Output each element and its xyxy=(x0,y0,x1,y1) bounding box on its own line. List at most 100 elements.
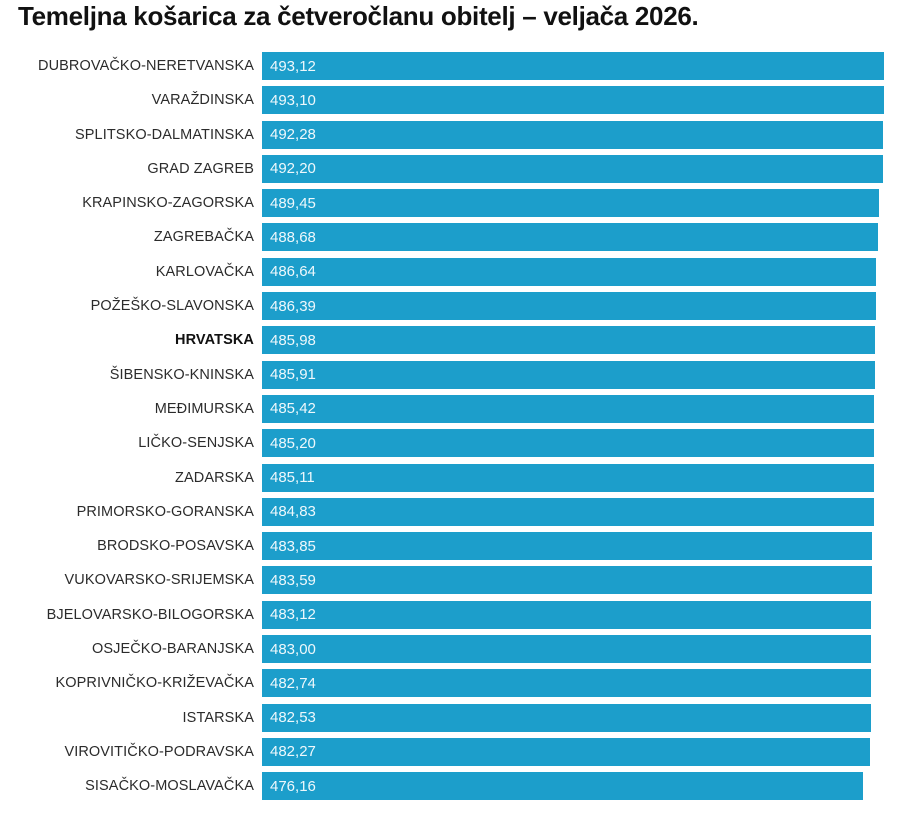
bar: 483,12 xyxy=(262,600,872,629)
bar: 486,39 xyxy=(262,292,876,321)
chart-row: ZAGREBAČKA 488,68 xyxy=(0,223,884,252)
value-label: 483,85 xyxy=(270,537,316,555)
category-label: BJELOVARSKO-BILOGORSKA xyxy=(46,606,254,623)
category-label: DUBROVAČKO-NERETVANSKA xyxy=(38,58,254,74)
chart-row: SISAČKO-MOSLAVAČKA 476,16 xyxy=(0,772,884,801)
bar: 484,83 xyxy=(262,497,874,526)
bar-track: 485,20 xyxy=(262,429,884,458)
bar: 493,12 xyxy=(262,52,884,80)
chart-row: PRIMORSKO-GORANSKA 484,83 xyxy=(0,497,884,526)
bar-track: 482,27 xyxy=(262,737,884,766)
chart-row: ŠIBENSKO-KNINSKA 485,91 xyxy=(0,360,884,389)
category-label: ZAGREBAČKA xyxy=(153,229,254,246)
value-label: 486,64 xyxy=(270,263,316,281)
chart-row: ISTARSKA 482,53 xyxy=(0,703,884,732)
bar: 485,91 xyxy=(262,360,875,389)
category-label: KRAPINSKO-ZAGORSKA xyxy=(82,195,254,212)
value-label: 489,45 xyxy=(270,194,316,212)
value-label: 488,68 xyxy=(270,228,316,246)
bar-track: 489,45 xyxy=(262,189,884,218)
value-label: 485,42 xyxy=(270,400,316,418)
category-label: GRAD ZAGREB xyxy=(147,160,254,177)
chart-row: VIROVITIČKO-PODRAVSKA 482,27 xyxy=(0,737,884,766)
chart-row: VARAŽDINSKA 493,10 xyxy=(0,86,884,115)
value-label: 493,12 xyxy=(270,57,316,75)
value-label: 485,20 xyxy=(270,434,316,452)
bar: 485,11 xyxy=(262,463,874,492)
bar: 482,53 xyxy=(262,703,871,732)
bar-track: 492,20 xyxy=(262,154,884,183)
value-label: 483,00 xyxy=(270,640,316,658)
value-label: 492,20 xyxy=(270,160,316,178)
bar-track: 483,59 xyxy=(262,566,884,595)
category-label: ŠIBENSKO-KNINSKA xyxy=(109,366,254,383)
chart-row: VUKOVARSKO-SRIJEMSKA 483,59 xyxy=(0,566,884,595)
bar: 485,20 xyxy=(262,429,874,458)
bar: 488,68 xyxy=(262,223,879,252)
value-label: 492,28 xyxy=(270,126,316,144)
category-label: PRIMORSKO-GORANSKA xyxy=(76,503,254,520)
chart-row: DUBROVAČKO-NERETVANSKA 493,12 xyxy=(0,52,884,80)
chart-row: BJELOVARSKO-BILOGORSKA 483,12 xyxy=(0,600,884,629)
chart-row: MEĐIMURSKA 485,42 xyxy=(0,394,884,423)
value-label: 483,59 xyxy=(270,571,316,589)
bar-track: 493,12 xyxy=(262,52,884,80)
bar-track: 483,00 xyxy=(262,635,884,664)
bar-track: 486,64 xyxy=(262,257,884,286)
chart-row: KRAPINSKO-ZAGORSKA 489,45 xyxy=(0,189,884,218)
value-label: 485,11 xyxy=(270,469,315,487)
bar-track: 492,28 xyxy=(262,120,884,149)
bar: 483,00 xyxy=(262,635,872,664)
bar: 482,27 xyxy=(262,737,871,766)
bar-track: 488,68 xyxy=(262,223,884,252)
bar: 486,64 xyxy=(262,257,876,286)
category-label: LIČKO-SENJSKA xyxy=(138,435,254,452)
chart-title: Temeljna košarica za četveročlanu obitel… xyxy=(18,1,699,31)
category-label: ZADARSKA xyxy=(175,469,254,486)
chart-row: POŽEŠKO-SLAVONSKA 486,39 xyxy=(0,292,884,321)
chart-row: HRVATSKA 485,98 xyxy=(0,326,884,355)
value-label: 485,91 xyxy=(270,366,316,384)
category-label: VARAŽDINSKA xyxy=(151,92,254,109)
value-label: 483,12 xyxy=(270,606,316,624)
value-label: 485,98 xyxy=(270,331,316,349)
category-label: VIROVITIČKO-PODRAVSKA xyxy=(64,743,254,760)
value-label: 482,74 xyxy=(270,674,316,692)
category-label: MEĐIMURSKA xyxy=(154,400,254,417)
bar-track: 482,53 xyxy=(262,703,884,732)
value-label: 482,27 xyxy=(270,743,316,761)
bar-track: 482,74 xyxy=(262,669,884,698)
category-label: SISAČKO-MOSLAVAČKA xyxy=(85,778,254,795)
bar: 483,59 xyxy=(262,566,872,595)
value-label: 486,39 xyxy=(270,297,316,315)
value-label: 484,83 xyxy=(270,503,316,521)
category-label: BRODSKO-POSAVSKA xyxy=(97,538,254,555)
bar-track: 493,10 xyxy=(262,86,884,115)
chart-row: GRAD ZAGREB 492,20 xyxy=(0,154,884,183)
bar: 476,16 xyxy=(262,772,863,801)
category-label: OSJEČKO-BARANJSKA xyxy=(91,641,254,658)
bar-track: 485,11 xyxy=(262,463,884,492)
category-label: ISTARSKA xyxy=(182,709,254,726)
category-label: VUKOVARSKO-SRIJEMSKA xyxy=(64,572,254,589)
value-label: 482,53 xyxy=(270,709,316,727)
value-label: 493,10 xyxy=(270,91,316,109)
category-label: KARLOVAČKA xyxy=(155,263,254,280)
category-label: HRVATSKA xyxy=(175,332,254,349)
category-label: SPLITSKO-DALMATINSKA xyxy=(75,126,254,143)
bar: 489,45 xyxy=(262,189,880,218)
chart-row: BRODSKO-POSAVSKA 483,85 xyxy=(0,532,884,561)
bar: 492,28 xyxy=(262,120,883,149)
chart-row: ZADARSKA 485,11 xyxy=(0,463,884,492)
category-label: KOPRIVNIČKO-KRIŽEVAČKA xyxy=(55,675,254,692)
bar: 485,98 xyxy=(262,326,875,355)
bar-track: 483,12 xyxy=(262,600,884,629)
bar: 482,74 xyxy=(262,669,871,698)
bar-track: 485,42 xyxy=(262,394,884,423)
bar-track: 476,16 xyxy=(262,772,884,801)
bar-track: 485,91 xyxy=(262,360,884,389)
chart-row: KARLOVAČKA 486,64 xyxy=(0,257,884,286)
chart-row: SPLITSKO-DALMATINSKA 492,28 xyxy=(0,120,884,149)
chart-row: LIČKO-SENJSKA 485,20 xyxy=(0,429,884,458)
